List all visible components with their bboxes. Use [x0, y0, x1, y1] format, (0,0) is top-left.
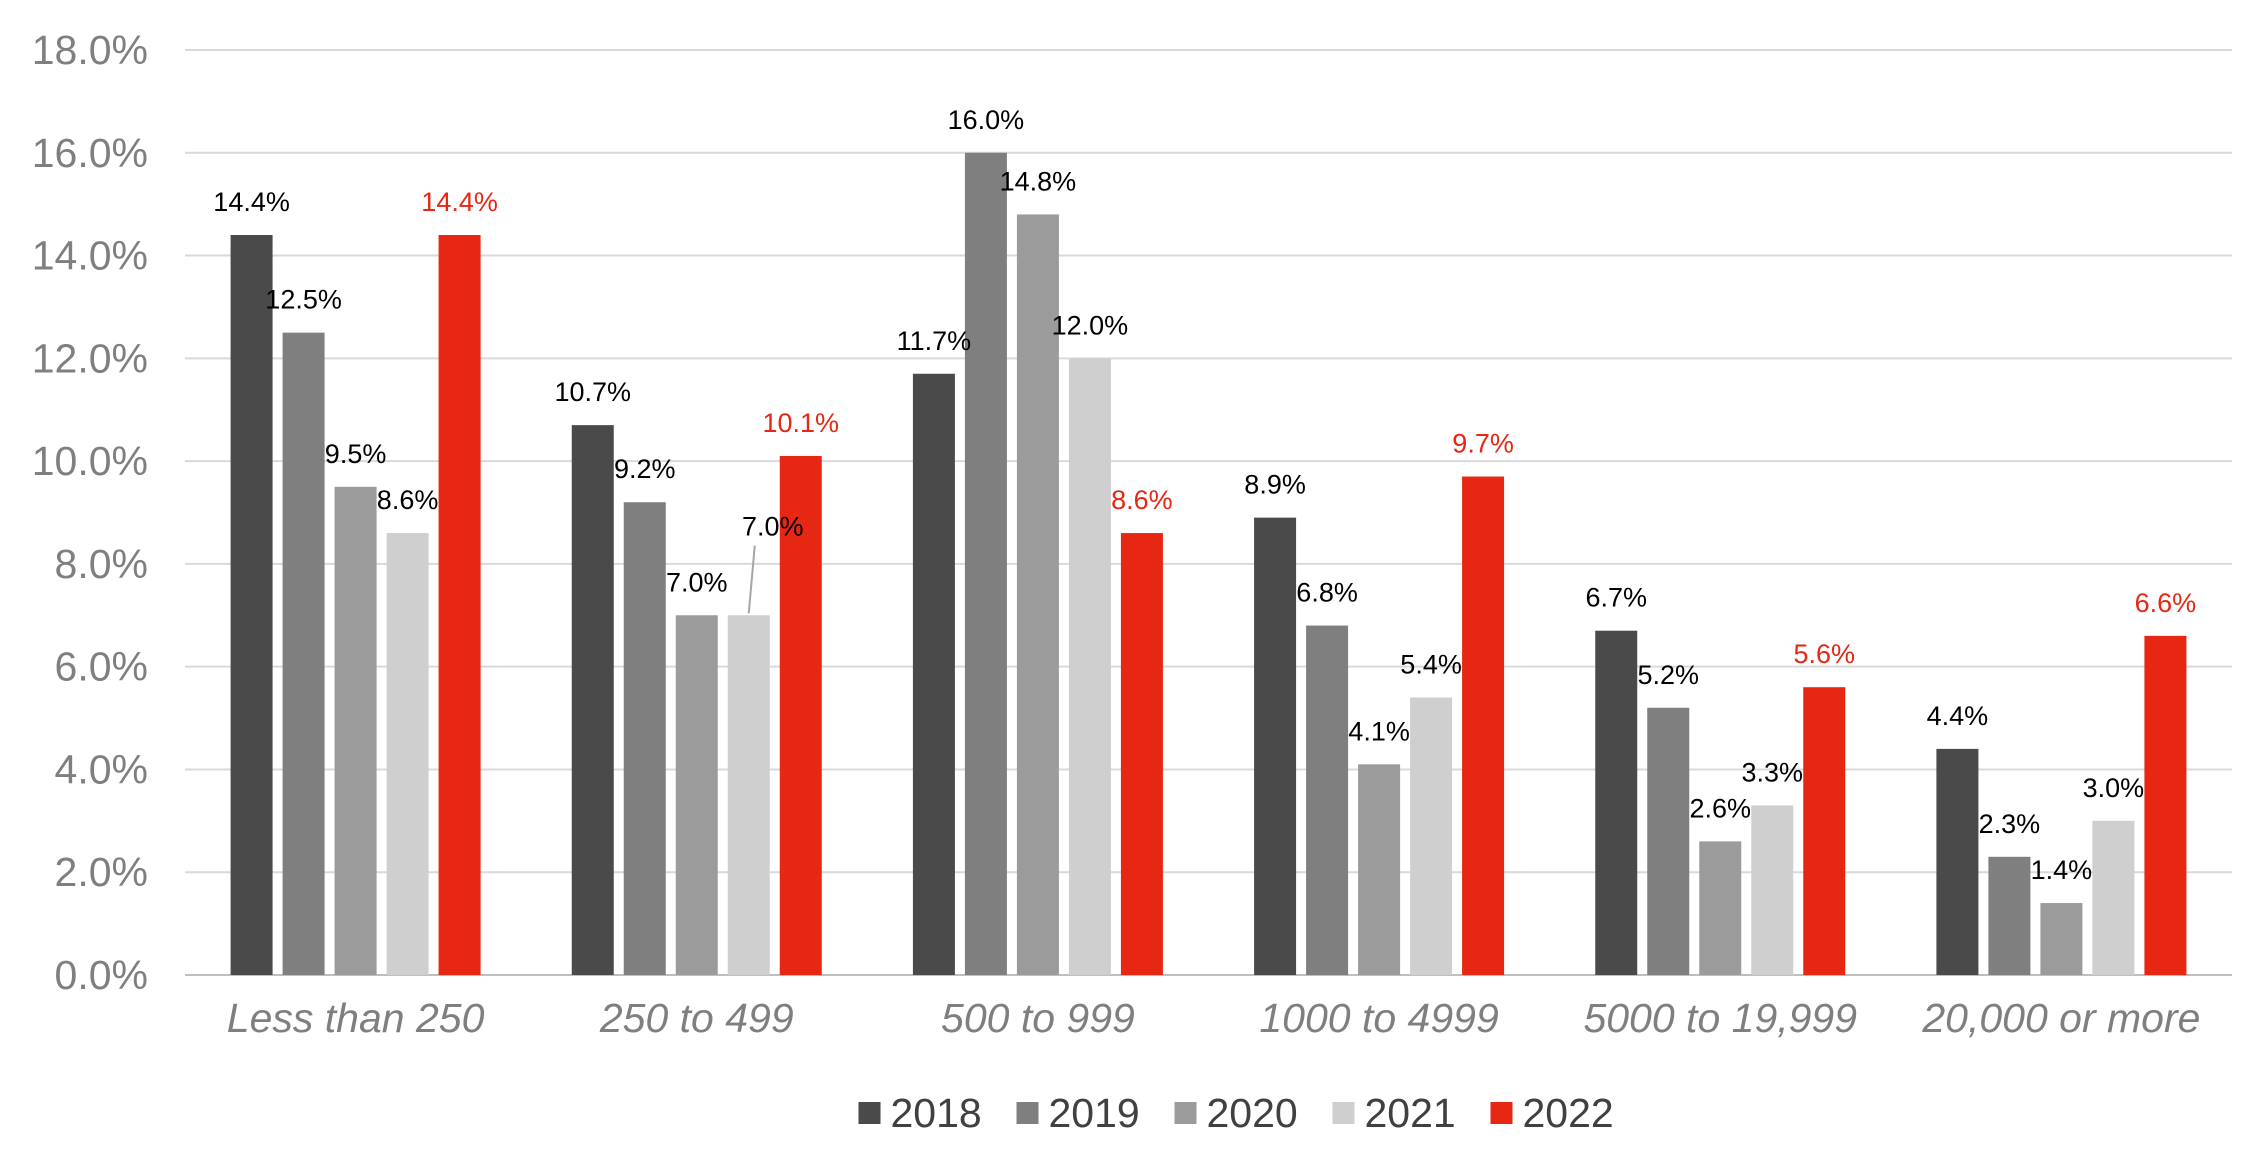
bars — [230, 152, 2187, 975]
legend-swatch-2018 — [858, 1102, 881, 1124]
gridlines — [185, 49, 2232, 976]
y-tick-label: 18.0% — [32, 27, 148, 73]
x-tick-label: 250 to 499 — [599, 995, 794, 1041]
bar-2020 — [334, 486, 377, 975]
y-tick-label: 10.0% — [32, 438, 148, 484]
legend-swatch-2022 — [1490, 1102, 1513, 1124]
bar-2020 — [1016, 214, 1059, 975]
bar-2022 — [1120, 533, 1163, 975]
data-label: 1.4% — [2031, 855, 2093, 885]
data-label: 7.0% — [666, 567, 728, 597]
data-label: 4.1% — [1348, 716, 1410, 746]
bar-2020 — [1699, 841, 1742, 975]
bar-2018 — [230, 235, 273, 975]
data-label: 16.0% — [948, 105, 1025, 135]
data-label: 9.5% — [325, 439, 387, 469]
bar-2021 — [2092, 820, 2135, 975]
bar-2019 — [1647, 707, 1690, 975]
data-label: 10.7% — [554, 377, 631, 407]
bar-2018 — [912, 373, 955, 975]
bar-2020 — [1358, 764, 1401, 975]
data-label: 2.6% — [1689, 793, 1751, 823]
bar-2021 — [386, 533, 429, 975]
data-labels: 14.4% 12.5% 9.5% 8.6% 14.4% 10.7% 9.2% 7.0% 7.0%… — [213, 105, 2196, 885]
legend-label-2022: 2022 — [1523, 1090, 1614, 1136]
bar-2018 — [1254, 517, 1297, 975]
data-label: 8.9% — [1244, 470, 1306, 500]
bar-2021 — [1068, 358, 1111, 975]
bar-2019 — [623, 502, 666, 975]
data-label: 5.4% — [1400, 650, 1462, 680]
legend: 2018 2019 2020 2021 2022 — [858, 1090, 1614, 1136]
bar-2019 — [964, 152, 1007, 975]
data-label: 7.0% — [742, 512, 804, 542]
bar-2022 — [2144, 635, 2187, 975]
data-label: 14.4% — [421, 187, 498, 217]
data-label: 11.7% — [897, 326, 972, 356]
x-axis-ticks: Less than 250 250 to 499 500 to 999 1000 to… — [227, 995, 2201, 1041]
y-tick-label: 16.0% — [32, 130, 148, 176]
data-label: 5.2% — [1637, 660, 1699, 690]
x-tick-label: 1000 to 4999 — [1259, 995, 1498, 1041]
bar-2020 — [2040, 903, 2083, 975]
data-label: 9.7% — [1452, 429, 1514, 459]
label-leader-line — [747, 545, 756, 614]
data-label: 5.6% — [1793, 639, 1855, 669]
x-tick-label: 5000 to 19,999 — [1583, 995, 1857, 1041]
y-tick-label: 2.0% — [55, 849, 148, 895]
y-tick-label: 4.0% — [55, 746, 148, 792]
data-label: 3.0% — [2083, 773, 2145, 803]
bar-2019 — [282, 332, 325, 975]
bar-2022 — [1462, 476, 1505, 975]
data-label: 2.3% — [1979, 809, 2041, 839]
data-label: 8.6% — [377, 485, 439, 515]
data-label: 8.6% — [1111, 485, 1173, 515]
legend-label-2019: 2019 — [1049, 1090, 1140, 1136]
data-label: 3.3% — [1741, 757, 1803, 787]
bar-2021 — [727, 615, 770, 975]
bar-2018 — [1595, 630, 1638, 975]
y-axis-ticks: 0.0% 2.0% 4.0% 6.0% 8.0% 10.0% 12.0% 14.0% 16.0%… — [32, 27, 148, 998]
legend-swatch-2021 — [1332, 1102, 1355, 1124]
bar-2021 — [1410, 697, 1453, 975]
bar-2019 — [1306, 625, 1349, 975]
bar-2020 — [675, 615, 718, 975]
bar-2019 — [1988, 856, 2031, 975]
y-tick-label: 0.0% — [55, 952, 148, 998]
x-tick-label: 500 to 999 — [941, 995, 1135, 1041]
legend-label-2018: 2018 — [891, 1090, 982, 1136]
y-tick-label: 14.0% — [32, 233, 148, 279]
bar-2022 — [779, 455, 822, 975]
legend-label-2021: 2021 — [1365, 1090, 1456, 1136]
data-label: 10.1% — [762, 408, 839, 438]
x-tick-label: 20,000 or more — [1921, 995, 2200, 1041]
bar-2018 — [571, 425, 614, 975]
legend-swatch-2019 — [1016, 1102, 1039, 1124]
bar-2022 — [438, 235, 481, 975]
data-label: 12.0% — [1052, 310, 1129, 340]
legend-swatch-2020 — [1174, 1102, 1197, 1124]
data-label: 6.7% — [1585, 583, 1647, 613]
y-tick-label: 12.0% — [32, 335, 148, 381]
data-label: 6.6% — [2135, 588, 2197, 618]
data-label: 9.2% — [614, 454, 676, 484]
data-label: 14.8% — [1000, 166, 1077, 196]
bar-2021 — [1751, 805, 1794, 975]
y-tick-label: 8.0% — [55, 541, 148, 587]
y-tick-label: 6.0% — [55, 644, 148, 690]
data-label: 6.8% — [1296, 578, 1358, 608]
bar-2022 — [1803, 687, 1846, 975]
legend-label-2020: 2020 — [1207, 1090, 1298, 1136]
x-tick-label: Less than 250 — [227, 995, 485, 1041]
data-label: 14.4% — [213, 187, 290, 217]
data-label: 4.4% — [1927, 701, 1989, 731]
data-label: 12.5% — [265, 285, 342, 315]
bar-2018 — [1936, 748, 1979, 975]
